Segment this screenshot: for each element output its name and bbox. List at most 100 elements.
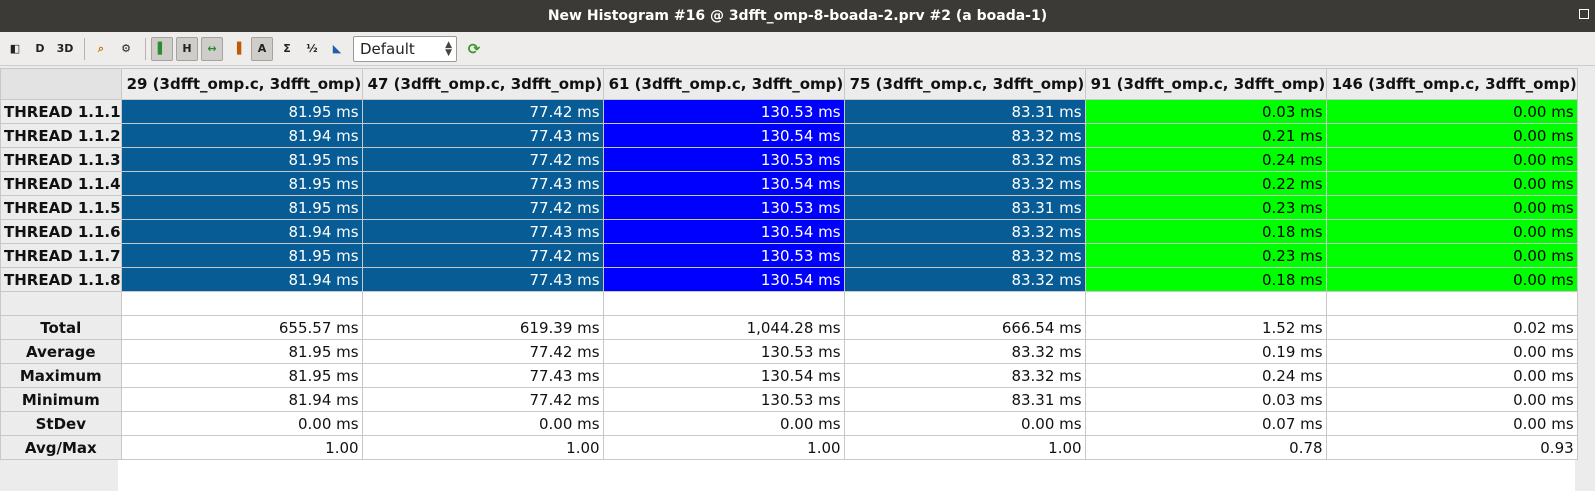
stats-cell: 1.00 [361,435,604,460]
column-header[interactable]: 146 (3dfft_omp.c, 3dfft_omp) [1325,68,1578,100]
table-cell[interactable]: 130.53 ms [602,147,845,172]
table-cell[interactable]: 0.22 ms [1084,171,1327,196]
column-header[interactable]: 47 (3dfft_omp.c, 3dfft_omp) [361,68,604,100]
table-cell[interactable]: 81.95 ms [120,195,363,220]
table-cell[interactable]: 0.18 ms [1084,267,1327,292]
table-cell[interactable]: 83.32 ms [843,171,1086,196]
stats-cell: 77.42 ms [361,387,604,412]
table-cell[interactable]: 81.95 ms [120,99,363,124]
table-cell[interactable]: 83.32 ms [843,123,1086,148]
row-header[interactable]: THREAD 1.1.8 [0,267,122,292]
row-header[interactable]: THREAD 1.1.3 [0,147,122,172]
table-row: THREAD 1.1.3 81.95 ms 77.42 ms 130.53 ms 83.… [0,147,1578,172]
stats-cell: 130.53 ms [602,387,845,412]
table-cell[interactable]: 0.00 ms [1325,243,1578,268]
title-bar: New Histogram #16 @ 3dfft_omp-8-boada-2.… [0,0,1595,32]
table-cell[interactable]: 83.32 ms [843,219,1086,244]
maximize-icon[interactable] [1579,9,1589,19]
stats-cell: 81.95 ms [120,339,363,364]
row-header[interactable]: THREAD 1.1.5 [0,195,122,220]
table-cell[interactable]: 0.00 ms [1325,123,1578,148]
zoom-icon[interactable]: ⌕ [97,41,105,55]
color-columns-icon[interactable]: ▐ [232,42,242,55]
table-cell[interactable]: 130.53 ms [602,195,845,220]
column-header[interactable]: 29 (3dfft_omp.c, 3dfft_omp) [120,68,363,100]
column-header[interactable]: 75 (3dfft_omp.c, 3dfft_omp) [843,68,1086,100]
separator-row-header [0,291,122,316]
table-cell[interactable]: 77.42 ms [361,195,604,220]
column-header[interactable]: 61 (3dfft_omp.c, 3dfft_omp) [602,68,845,100]
table-cell[interactable]: 81.95 ms [120,147,363,172]
cursor-icon[interactable]: ◣ [332,42,342,55]
table-cell[interactable]: 81.94 ms [120,267,363,292]
table-cell[interactable]: 83.31 ms [843,99,1086,124]
table-cell[interactable]: 77.43 ms [361,171,604,196]
table-cell[interactable]: 0.00 ms [1325,171,1578,196]
table-cell[interactable]: 83.32 ms [843,147,1086,172]
corner-cell [0,68,122,100]
stats-row-header: Average [0,339,122,364]
table-cell[interactable]: 0.24 ms [1084,147,1327,172]
table-cell[interactable]: 83.32 ms [843,243,1086,268]
table-cell[interactable]: 81.95 ms [120,243,363,268]
table-cell[interactable]: 0.23 ms [1084,243,1327,268]
table-cell[interactable]: 130.53 ms [602,99,845,124]
column-header[interactable]: 91 (3dfft_omp.c, 3dfft_omp) [1084,68,1327,100]
separator-cell [120,291,363,316]
labels-icon[interactable]: A [251,36,273,61]
table-cell[interactable]: 0.00 ms [1325,147,1578,172]
fit-columns-icon[interactable]: ↔ [201,36,223,61]
table-cell[interactable]: 0.18 ms [1084,219,1327,244]
row-header[interactable]: THREAD 1.1.4 [0,171,122,196]
table-cell[interactable]: 77.42 ms [361,147,604,172]
search-gear-icon[interactable]: ⚙ [121,42,131,55]
table-cell[interactable]: 130.54 ms [602,219,845,244]
stats-cell: 81.94 ms [120,387,363,412]
d-icon[interactable]: D [35,42,45,55]
separator-row [0,291,1578,316]
gradient-color-icon[interactable]: ▌ [151,36,173,61]
stats-cell: 0.03 ms [1084,387,1327,412]
ce-icon[interactable]: ◧ [9,42,21,55]
view-select[interactable]: Default ▲ ▼ [353,35,457,62]
table-cell[interactable]: 130.53 ms [602,243,845,268]
refresh-icon[interactable]: ⟳ [467,39,481,58]
table-cell[interactable]: 0.21 ms [1084,123,1327,148]
table-cell[interactable]: 130.54 ms [602,123,845,148]
horizontal-icon[interactable]: H [176,36,198,61]
sum-icon[interactable]: Σ [283,42,291,55]
table-cell[interactable]: 0.00 ms [1325,99,1578,124]
stats-cell: 83.32 ms [843,339,1086,364]
table-cell[interactable]: 77.43 ms [361,219,604,244]
table-cell[interactable]: 77.43 ms [361,267,604,292]
toolbar-separator [145,37,146,60]
row-header[interactable]: THREAD 1.1.7 [0,243,122,268]
table-cell[interactable]: 0.23 ms [1084,195,1327,220]
table-cell[interactable]: 0.00 ms [1325,195,1578,220]
stats-cell: 77.42 ms [361,339,604,364]
table-cell[interactable]: 0.00 ms [1325,267,1578,292]
table-cell[interactable]: 81.95 ms [120,171,363,196]
row-header[interactable]: THREAD 1.1.1 [0,99,122,124]
table-cell[interactable]: 77.43 ms [361,123,604,148]
table-cell[interactable]: 0.00 ms [1325,219,1578,244]
table-cell[interactable]: 77.42 ms [361,243,604,268]
row-header[interactable]: THREAD 1.1.6 [0,219,122,244]
table-cell[interactable]: 130.54 ms [602,171,845,196]
table-cell[interactable]: 81.94 ms [120,219,363,244]
table-cell[interactable]: 77.42 ms [361,99,604,124]
table-cell[interactable]: 130.54 ms [602,267,845,292]
stats-cell: 0.00 ms [120,411,363,436]
fraction-icon[interactable]: ½ [306,42,318,55]
stats-cell: 0.00 ms [602,411,845,436]
stats-cell: 0.00 ms [1325,363,1578,388]
3d-label-icon[interactable]: 3D [56,42,74,55]
table-cell[interactable]: 83.32 ms [843,267,1086,292]
stats-row-header: Maximum [0,363,122,388]
table-cell[interactable]: 83.31 ms [843,195,1086,220]
table-cell[interactable]: 0.03 ms [1084,99,1327,124]
table-cell[interactable]: 81.94 ms [120,123,363,148]
stats-cell: 0.00 ms [361,411,604,436]
row-header[interactable]: THREAD 1.1.2 [0,123,122,148]
stats-cell: 0.19 ms [1084,339,1327,364]
